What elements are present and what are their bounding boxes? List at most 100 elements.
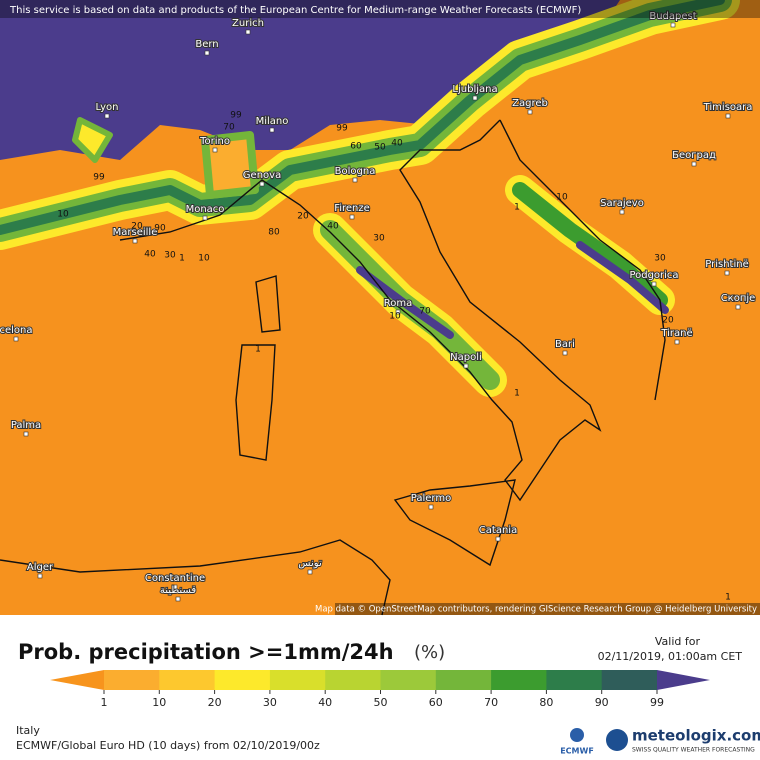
city-marker [724,270,730,276]
city-marker [527,109,533,115]
city-label: Firenze [334,203,370,214]
colorbar-tick-label: 70 [484,696,498,709]
colorbar-tick-label: 60 [429,696,443,709]
city-marker [619,209,625,215]
contour-label: 99 [230,111,242,121]
city-marker [395,309,401,315]
contour-label: 10 [57,210,69,220]
contour-label: 50 [374,143,386,153]
colorbar-segment [546,670,603,690]
contour-label: 10 [198,254,210,264]
city-label: Prishtinë [705,259,748,270]
city-marker [472,95,478,101]
attribution-band [335,603,760,615]
notice: This service is based on data and produc… [9,5,581,16]
city-label: Genova [243,170,281,181]
colorbar-segment [159,670,216,690]
city-label: Napoli [450,352,482,363]
contour-label: 30 [654,254,666,264]
city-marker [245,29,251,35]
city-marker [670,22,676,28]
colorbar-under [50,670,104,690]
contour-label: 90 [154,224,166,234]
tagline: SWISS QUALITY WEATHER FORECASTING [632,747,755,754]
colorbar-segment [380,670,437,690]
city-label: Marseille [113,227,158,238]
city-marker [691,161,697,167]
contour-label: 99 [93,173,105,183]
contour-label: 80 [268,228,280,238]
city-label: Alger [27,562,54,573]
city-marker [23,431,29,437]
city-label: Tiranë [660,328,692,339]
contour-label: 60 [350,142,362,152]
colorbar-segment [601,670,658,690]
city-label: Ljubljana [452,84,497,95]
city-marker [674,339,680,345]
city-label: Bari [555,339,575,350]
contour-label: 1 [255,345,261,355]
contour-label: 70 [419,307,431,317]
colorbar-tick-label: 20 [208,696,222,709]
colorbar-tick-label: 80 [539,696,553,709]
city-marker [204,50,210,56]
ecmwf: ECMWF [560,747,594,756]
contour-label: 1 [514,389,520,399]
city-marker [735,304,741,310]
city-marker [132,238,138,244]
brand-logo [606,729,628,751]
colorbar-tick-label: 50 [374,696,388,709]
city-label: Београд [672,150,716,161]
city-marker [259,181,265,187]
model: ECMWF/Global Euro HD (10 days) from 02/1… [16,739,320,752]
colorbar-segment [214,670,271,690]
city-label: Lyon [95,102,118,113]
city-marker [175,596,181,602]
colorbar-segment [104,670,160,690]
city-label: تونس [298,558,322,569]
city-marker [37,573,43,579]
city-label: Constantine [145,573,205,584]
city-marker [104,113,110,119]
contour-label: 1 [179,254,185,264]
contour-label: 30 [164,251,176,261]
colorbar-tick-label: 10 [152,696,166,709]
city-marker [651,281,657,287]
brand: meteologix.com [632,727,760,745]
city-label: celona [0,325,33,336]
city-marker [725,113,731,119]
city-label: Roma [384,298,413,309]
contour-label: 20 [131,222,143,232]
attribution: Map data © OpenStreetMap contributors, r… [315,605,757,615]
contour-label: 40 [327,222,339,232]
city-label: Palermo [411,493,451,504]
city-label: Catania [479,525,517,536]
legend-title: Prob. precipitation >=1mm/24h [18,640,394,664]
notice-band [0,0,760,18]
city-marker [349,214,355,220]
city-marker [562,350,568,356]
city-marker [13,336,19,342]
colorbar-over [657,670,710,690]
colorbar-segment [325,670,381,690]
colorbar-segment [269,670,326,690]
contour-label: 70 [223,123,235,133]
city-marker [463,363,469,369]
valid-time: 02/11/2019, 01:00am CET [598,650,743,663]
cities: Bern Zurich Lyon Milano Torino Genova Monaco Ma… [0,10,756,602]
city-marker [172,584,178,590]
contour-label: 99 [336,124,348,134]
colorbar-tick-label: 99 [650,696,664,709]
city-label: Monaco [186,204,225,215]
colorbar-tick-label: 30 [263,696,277,709]
legend-unit: (%) [414,642,445,663]
valid-label: Valid for [655,635,701,648]
contour-label: 30 [373,234,385,244]
city-label: قسنطينة [160,585,197,596]
city-label: Bologna [335,166,376,177]
city-marker [307,569,313,575]
colorbar-segment [491,670,547,690]
